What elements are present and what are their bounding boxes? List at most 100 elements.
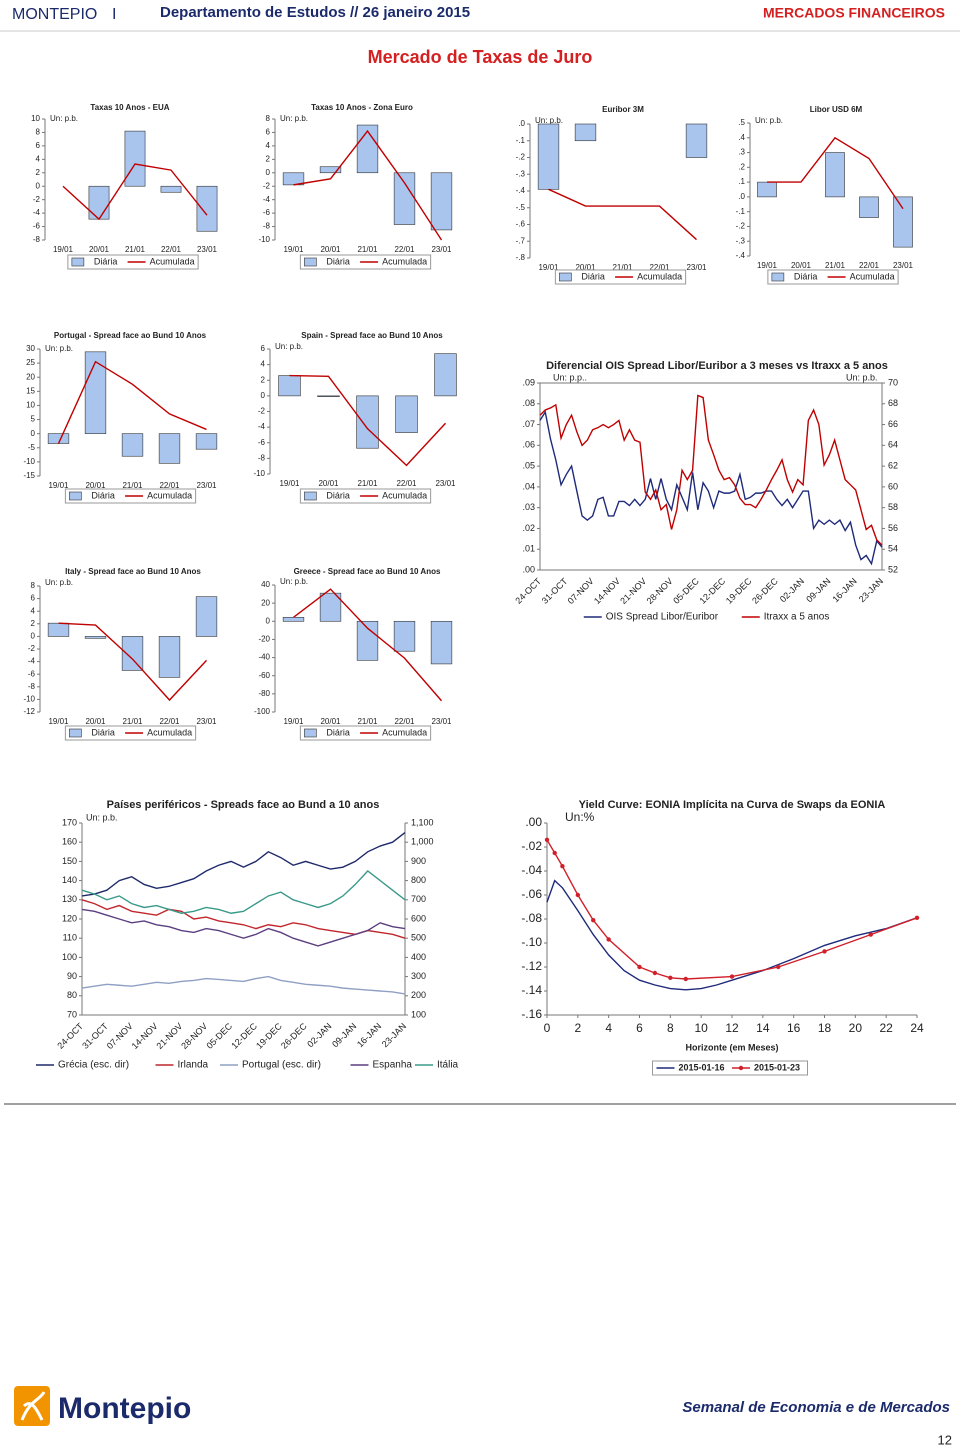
legend: 2015-01-16 2015-01-23	[652, 1060, 808, 1076]
x-tick-label: 23-JAN	[857, 576, 885, 604]
y-tick-label: 15	[26, 386, 35, 395]
line	[57, 360, 207, 444]
x-tick-label: 21/01	[125, 245, 146, 254]
unit-label: Un: p.p..	[553, 372, 587, 382]
x-tick-label: 23/01	[435, 479, 456, 488]
unit-label: Un: p.b.	[535, 116, 563, 125]
bar	[47, 622, 70, 637]
y-tick-label: 2	[261, 375, 266, 384]
y-tick-label: .08	[522, 398, 535, 408]
y-tick-label: 6	[266, 128, 271, 137]
x-tick-label: 20/01	[85, 717, 106, 726]
y-tick-label: 4	[31, 606, 36, 615]
y-tick-label: -12	[23, 707, 35, 716]
marker	[575, 892, 581, 898]
x-tick-label: 02-JAN	[305, 1021, 333, 1049]
legend-box	[554, 269, 687, 285]
legend-label: Grécia (esc. dir)	[58, 1060, 129, 1071]
y-tick-label: -10	[258, 235, 270, 244]
y2-tick-label: 300	[411, 971, 426, 981]
legend-box	[299, 254, 432, 270]
y-tick-label: -6	[263, 208, 271, 217]
legend-label: Espanha	[373, 1060, 413, 1071]
y-tick-label: 0	[31, 632, 36, 641]
y-tick-label: .1	[738, 177, 745, 186]
marker	[560, 864, 565, 869]
x-tick-label: 14	[756, 1021, 770, 1035]
x-tick-label: 28-NOV	[179, 1021, 209, 1051]
legend-swatch	[304, 491, 317, 501]
y-tick-label: .0	[738, 192, 745, 201]
x-tick-label: 19/01	[53, 245, 74, 254]
line	[767, 136, 904, 210]
x-tick-label: 19/01	[279, 479, 300, 488]
legend-label: Itraxx a 5 anos	[764, 612, 830, 623]
legend: Diária Acumulada	[299, 254, 432, 270]
y-tick-label: -8	[33, 235, 41, 244]
y2-tick-label: 70	[888, 377, 898, 387]
x-tick-label: 23/01	[893, 261, 914, 270]
x-tick-label: 24-OCT	[55, 1021, 85, 1051]
y-tick-label: -15	[23, 471, 35, 480]
unit-label: Un: p.b.	[846, 372, 878, 382]
line	[81, 832, 406, 897]
bar	[195, 433, 218, 450]
marker	[776, 964, 781, 970]
y2-tick-label: 1,000	[411, 837, 434, 847]
line	[58, 622, 208, 702]
y-tick-label: 40	[261, 580, 270, 589]
y-tick-label: .2	[738, 162, 745, 171]
y-tick-label: 4	[36, 154, 41, 163]
bar	[393, 620, 416, 652]
x-tick-label: 28-NOV	[645, 576, 675, 606]
y2-tick-label: 52	[888, 564, 898, 574]
chart-title: Yield Curve: EONIA Implícita na Curva de…	[579, 799, 886, 811]
legend-marker	[738, 1065, 744, 1071]
legend-box	[67, 254, 199, 270]
y2-tick-label: 700	[411, 894, 426, 904]
x-tick-label: 22/01	[159, 717, 180, 726]
chart-title: Euribor 3M	[602, 105, 644, 114]
marker	[868, 932, 873, 937]
y2-tick-label: 400	[411, 952, 426, 962]
y-tick-label: .00	[522, 564, 535, 574]
x-tick-label: 4	[605, 1021, 612, 1035]
y2-tick-label: 64	[888, 440, 898, 450]
y-tick-label: 110	[63, 933, 77, 943]
bar	[124, 130, 146, 187]
x-tick-label: 20/01	[575, 263, 596, 272]
y-tick-label: 2	[36, 168, 41, 177]
y-tick-label: 130	[62, 894, 77, 904]
line	[546, 879, 918, 991]
y-tick-label: 0	[31, 429, 36, 438]
y-tick-label: -.3	[736, 236, 746, 245]
y-tick-label: 170	[62, 817, 77, 827]
line	[289, 374, 447, 467]
bar	[574, 123, 597, 142]
x-tick-label: 19/01	[283, 717, 304, 726]
x-tick-label: 21/01	[122, 717, 143, 726]
y-tick-label: -.12	[521, 959, 542, 973]
bar	[893, 196, 913, 248]
y2-tick-label: 100	[411, 1009, 426, 1019]
legend: Diária Acumulada	[299, 725, 432, 741]
y-tick-label: 25	[26, 358, 35, 367]
x-tick-label: 20/01	[85, 481, 106, 490]
y-tick-label: -4	[33, 208, 41, 217]
y-tick-label: -.4	[516, 186, 526, 195]
x-tick-label: 21/01	[825, 261, 846, 270]
legend-swatch	[771, 272, 785, 282]
line	[539, 410, 883, 566]
legend-label: Diária	[91, 490, 115, 500]
x-tick-label: 02-JAN	[778, 576, 806, 604]
legend-label: Diária	[326, 490, 350, 500]
y-tick-label: 160	[62, 837, 77, 847]
x-tick-label: 22/01	[394, 717, 415, 726]
chart-title: Italy - Spread face ao Bund 10 Anos	[65, 567, 201, 576]
bar	[859, 196, 879, 218]
legend-label: Portugal (esc. dir)	[242, 1060, 321, 1071]
legend-label: Diária	[581, 271, 605, 281]
x-tick-label: 21-NOV	[154, 1021, 184, 1051]
x-tick-label: 09-JAN	[330, 1021, 358, 1049]
y2-tick-label: 62	[888, 460, 898, 470]
